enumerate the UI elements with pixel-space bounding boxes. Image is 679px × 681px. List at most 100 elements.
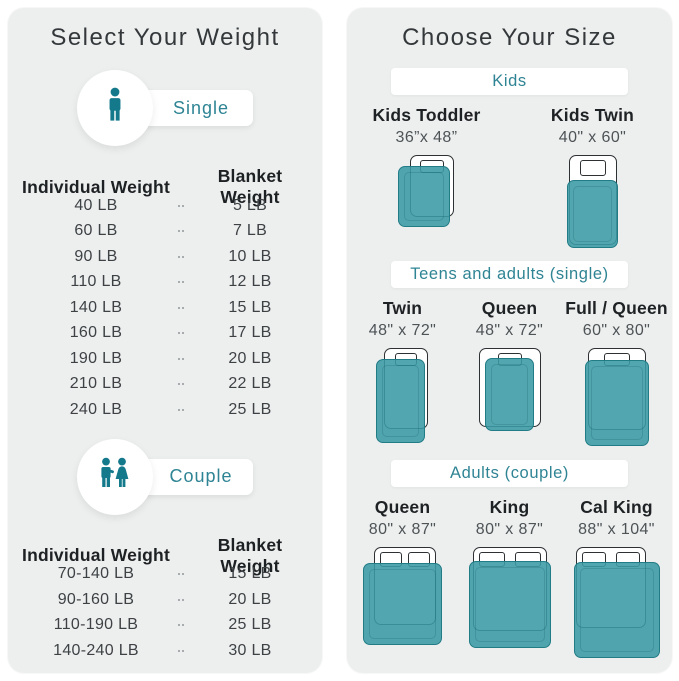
size-item-queen-single: Queen 48" x 72" (458, 296, 562, 442)
couple-label: Couple (169, 466, 233, 486)
blanket-weight-value: 7 LB (232, 222, 268, 240)
table-row: 110 LB 12 LB (16, 270, 314, 296)
size-name: Full / Queen (565, 298, 668, 318)
bed-illustration-cal-king (573, 547, 660, 659)
table-row: 190 LB 20 LB (16, 346, 314, 372)
bed-illustration-twin (375, 348, 430, 444)
size-name: Queen (374, 497, 431, 517)
dotted-leader (178, 281, 184, 284)
bed-illustration-kids-toddler (397, 155, 456, 229)
single-badge: Single (77, 70, 253, 146)
table-header: Individual Weight Blanket Weight (16, 535, 314, 576)
dotted-leader (178, 306, 184, 309)
size-name: Twin (382, 298, 423, 318)
single-items-row: Twin 48" x 72" Queen 48" x 72" Full / Qu… (347, 296, 672, 448)
couple-badge: Couple (77, 438, 253, 515)
section-header-label: Kids (492, 72, 527, 90)
blanket-overlay (468, 561, 551, 648)
weight-panel: Select Your Weight Single Individual Wei… (8, 8, 322, 673)
table-row: 40 LB 5 LB (16, 193, 314, 219)
size-item-full-queen: Full / Queen 60" x 80" (565, 296, 669, 448)
blanket-overlay (362, 563, 442, 645)
single-icon-circle (77, 70, 153, 146)
blanket-weight-value: 15 LB (228, 298, 272, 316)
dotted-leader (178, 332, 184, 335)
table-row: 240 LB 25 LB (16, 397, 314, 423)
table-header: Individual Weight Blanket Weight (16, 166, 314, 207)
blanket-weight-value: 25 LB (228, 616, 272, 634)
dotted-leader (178, 598, 184, 601)
dotted-leader (178, 357, 184, 360)
individual-weight-value: 160 LB (69, 324, 123, 342)
blanket-weight-value: 22 LB (228, 375, 272, 393)
size-item-cal-king: Cal King 88" x 104" (565, 495, 669, 659)
dotted-leader (178, 408, 184, 411)
section-header-label: Teens and adults (single) (410, 265, 609, 283)
size-panel-title: Choose Your Size (402, 24, 617, 51)
individual-weight-value: 90-160 LB (57, 590, 135, 608)
table-row: 70-140 LB 15 LB (16, 562, 314, 588)
table-row: 60 LB 7 LB (16, 219, 314, 245)
dotted-leader (178, 383, 184, 386)
size-dimensions: 40" x 60" (558, 129, 627, 146)
size-name: Queen (481, 298, 538, 318)
kids-items-row: Kids Toddler 36”x 48” Kids Twin 40" x 60… (347, 103, 672, 249)
size-dimensions: 48" x 72" (475, 322, 544, 339)
table-row: 160 LB 17 LB (16, 321, 314, 347)
individual-weight-value: 210 LB (69, 375, 123, 393)
individual-weight-value: 140-240 LB (53, 641, 139, 659)
bed-illustration-queen-single (478, 348, 542, 442)
individual-weight-value: 90 LB (74, 247, 118, 265)
blanket-overlay (397, 166, 450, 227)
size-item-kids-twin: Kids Twin 40" x 60" (518, 103, 668, 249)
single-person-icon (109, 87, 121, 121)
section-header-label: Adults (couple) (449, 464, 570, 482)
bed-illustration-queen-couple (362, 547, 443, 661)
dotted-leader (178, 649, 184, 652)
size-item-king: King 80" x 87" (458, 495, 562, 649)
size-dimensions: 48" x 72" (368, 322, 437, 339)
blanket-weight-value: 12 LB (228, 273, 272, 291)
dotted-leader (178, 573, 184, 576)
size-panel: Choose Your Size Kids Kids Toddler 36”x … (347, 8, 672, 673)
section-header-couple: Adults (couple) (391, 460, 628, 487)
individual-weight-value: 190 LB (69, 349, 123, 367)
dotted-leader (178, 204, 184, 207)
blanket-weight-value: 20 LB (228, 349, 272, 367)
table-row: 210 LB 22 LB (16, 372, 314, 398)
blanket-weight-header: Blanket Weight (217, 534, 283, 576)
couple-weight-table: Individual Weight Blanket Weight 70-140 … (8, 535, 322, 664)
size-dimensions: 80" x 87" (475, 521, 544, 538)
size-dimensions: 80" x 87" (368, 521, 437, 538)
couple-items-row: Queen 80" x 87" King 80" x 87" (347, 495, 672, 661)
blanket-weight-value: 15 LB (228, 565, 272, 583)
blanket-weight-header: Blanket Weight (217, 166, 283, 207)
table-row: 110-190 LB 25 LB (16, 613, 314, 639)
size-dimensions: 36”x 48” (395, 129, 458, 146)
blanket-weight-value: 30 LB (228, 641, 272, 659)
individual-weight-value: 110 LB (70, 273, 122, 291)
size-name: Cal King (580, 497, 653, 517)
couple-icon (101, 457, 129, 487)
individual-weight-value: 60 LB (74, 222, 118, 240)
size-item-queen-couple: Queen 80" x 87" (351, 495, 455, 661)
dotted-leader (178, 255, 184, 258)
bed-illustration-king (468, 547, 551, 649)
table-row: 90-160 LB 20 LB (16, 587, 314, 613)
blanket-overlay (484, 358, 534, 431)
blanket-overlay (375, 359, 425, 443)
individual-weight-value: 40 LB (74, 196, 118, 214)
individual-weight-value: 70-140 LB (57, 565, 135, 583)
individual-weight-header: Individual Weight (22, 176, 170, 197)
single-label-pill: Single (133, 90, 253, 126)
bed-illustration-full-queen (584, 348, 649, 448)
blanket-weight-value: 17 LB (228, 324, 272, 342)
blanket-overlay (573, 562, 660, 658)
blanket-weight-value: 5 LB (232, 196, 268, 214)
table-row: 140 LB 15 LB (16, 295, 314, 321)
size-name: King (489, 497, 530, 517)
individual-weight-header: Individual Weight (22, 545, 170, 565)
size-name: Kids Twin (550, 105, 635, 125)
individual-weight-value: 110-190 LB (53, 616, 139, 634)
blanket-weight-value: 20 LB (228, 590, 272, 608)
